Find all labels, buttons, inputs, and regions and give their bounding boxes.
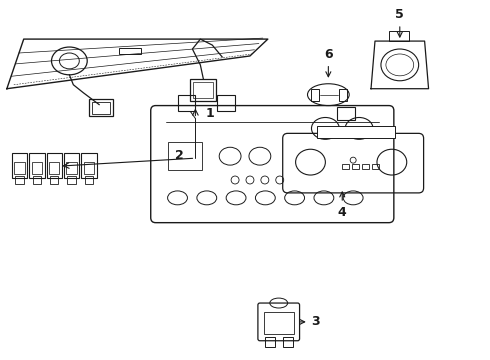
Text: 5: 5 — [395, 8, 404, 37]
Bar — [337, 107, 355, 121]
Text: 4: 4 — [338, 192, 346, 219]
Bar — [283, 337, 293, 347]
Bar — [81, 153, 97, 178]
Bar — [318, 126, 395, 138]
Text: 3: 3 — [300, 315, 320, 328]
Bar — [12, 153, 27, 178]
Bar — [342, 164, 349, 169]
Bar — [49, 162, 59, 174]
Bar — [15, 176, 24, 184]
Bar — [68, 176, 76, 184]
Bar — [339, 89, 347, 100]
Text: 6: 6 — [324, 48, 333, 77]
Bar — [64, 153, 79, 178]
Bar — [84, 162, 94, 174]
Bar — [119, 48, 141, 54]
Bar — [50, 176, 58, 184]
Bar — [265, 337, 275, 347]
Bar — [66, 162, 77, 174]
Text: 2: 2 — [175, 149, 183, 162]
Bar — [312, 89, 319, 100]
Bar — [47, 153, 62, 178]
Bar — [389, 31, 409, 41]
Bar — [191, 79, 216, 100]
Bar — [89, 99, 113, 117]
Bar — [194, 82, 213, 98]
Bar — [168, 142, 202, 170]
Bar — [217, 95, 235, 111]
Bar — [362, 164, 369, 169]
Text: 1: 1 — [205, 107, 214, 120]
Bar — [92, 102, 110, 113]
Bar — [33, 176, 41, 184]
Bar — [29, 153, 45, 178]
Bar — [372, 164, 379, 169]
Bar — [264, 312, 294, 334]
Bar — [32, 162, 42, 174]
Bar — [14, 162, 24, 174]
Bar — [352, 164, 359, 169]
Bar — [177, 95, 196, 111]
Bar — [85, 176, 93, 184]
